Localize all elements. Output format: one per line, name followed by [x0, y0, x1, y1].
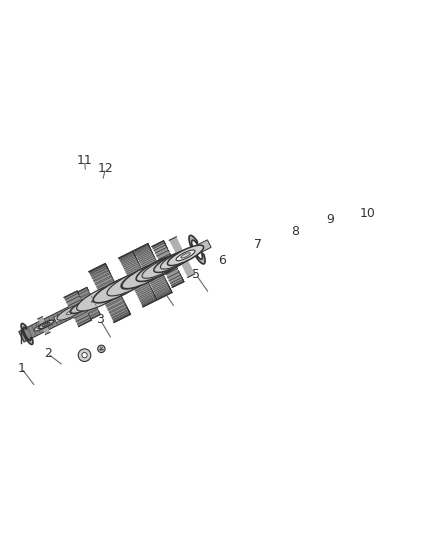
Ellipse shape [141, 273, 149, 278]
Ellipse shape [92, 300, 96, 302]
Ellipse shape [124, 279, 138, 286]
Ellipse shape [114, 284, 127, 292]
Polygon shape [119, 251, 157, 307]
Ellipse shape [117, 286, 124, 289]
Polygon shape [21, 324, 33, 344]
Text: 6: 6 [219, 254, 226, 267]
Polygon shape [20, 240, 211, 341]
Polygon shape [64, 291, 92, 327]
Ellipse shape [70, 297, 99, 313]
Circle shape [78, 349, 91, 361]
Ellipse shape [57, 304, 85, 320]
Ellipse shape [176, 250, 195, 261]
Ellipse shape [142, 256, 182, 278]
Ellipse shape [136, 255, 184, 281]
Ellipse shape [93, 292, 110, 302]
Ellipse shape [39, 320, 54, 329]
Ellipse shape [107, 269, 155, 296]
Ellipse shape [170, 259, 177, 263]
Polygon shape [134, 244, 172, 300]
Text: 9: 9 [326, 213, 334, 227]
Ellipse shape [71, 298, 98, 313]
Ellipse shape [34, 322, 49, 331]
Ellipse shape [81, 293, 107, 309]
Ellipse shape [80, 303, 89, 308]
Ellipse shape [93, 275, 143, 303]
Ellipse shape [167, 245, 204, 265]
Circle shape [98, 345, 105, 352]
Ellipse shape [121, 262, 169, 289]
Ellipse shape [154, 250, 194, 272]
Text: 10: 10 [359, 207, 375, 220]
Polygon shape [54, 308, 75, 322]
Polygon shape [189, 236, 205, 264]
Ellipse shape [167, 257, 180, 265]
Ellipse shape [77, 283, 126, 311]
Polygon shape [169, 237, 195, 278]
Ellipse shape [169, 254, 188, 264]
Text: 12: 12 [98, 162, 113, 175]
Ellipse shape [89, 298, 99, 304]
Polygon shape [117, 276, 134, 295]
Ellipse shape [113, 286, 122, 292]
Text: 7: 7 [254, 238, 262, 251]
Circle shape [82, 352, 87, 358]
Ellipse shape [138, 270, 154, 280]
Ellipse shape [82, 304, 87, 307]
Ellipse shape [127, 280, 134, 285]
Text: 8: 8 [291, 225, 299, 238]
Polygon shape [78, 287, 101, 319]
Ellipse shape [152, 263, 168, 272]
Polygon shape [89, 263, 131, 322]
Ellipse shape [181, 253, 190, 258]
Polygon shape [152, 240, 184, 288]
Ellipse shape [80, 303, 89, 308]
Ellipse shape [156, 266, 164, 270]
Ellipse shape [155, 263, 169, 271]
Ellipse shape [38, 325, 46, 329]
Ellipse shape [129, 281, 133, 284]
Text: 1: 1 [18, 362, 25, 375]
Ellipse shape [137, 271, 153, 280]
Ellipse shape [110, 284, 127, 294]
Text: 11: 11 [77, 154, 92, 167]
Text: 2: 2 [44, 347, 52, 360]
Ellipse shape [42, 322, 50, 327]
Text: 3: 3 [96, 313, 104, 326]
Polygon shape [38, 317, 50, 335]
Ellipse shape [122, 262, 170, 288]
Text: 4: 4 [158, 282, 166, 295]
Ellipse shape [123, 278, 139, 287]
Ellipse shape [160, 249, 197, 269]
Ellipse shape [67, 309, 76, 315]
Ellipse shape [44, 324, 48, 326]
Text: 5: 5 [192, 268, 200, 281]
Polygon shape [19, 296, 95, 342]
